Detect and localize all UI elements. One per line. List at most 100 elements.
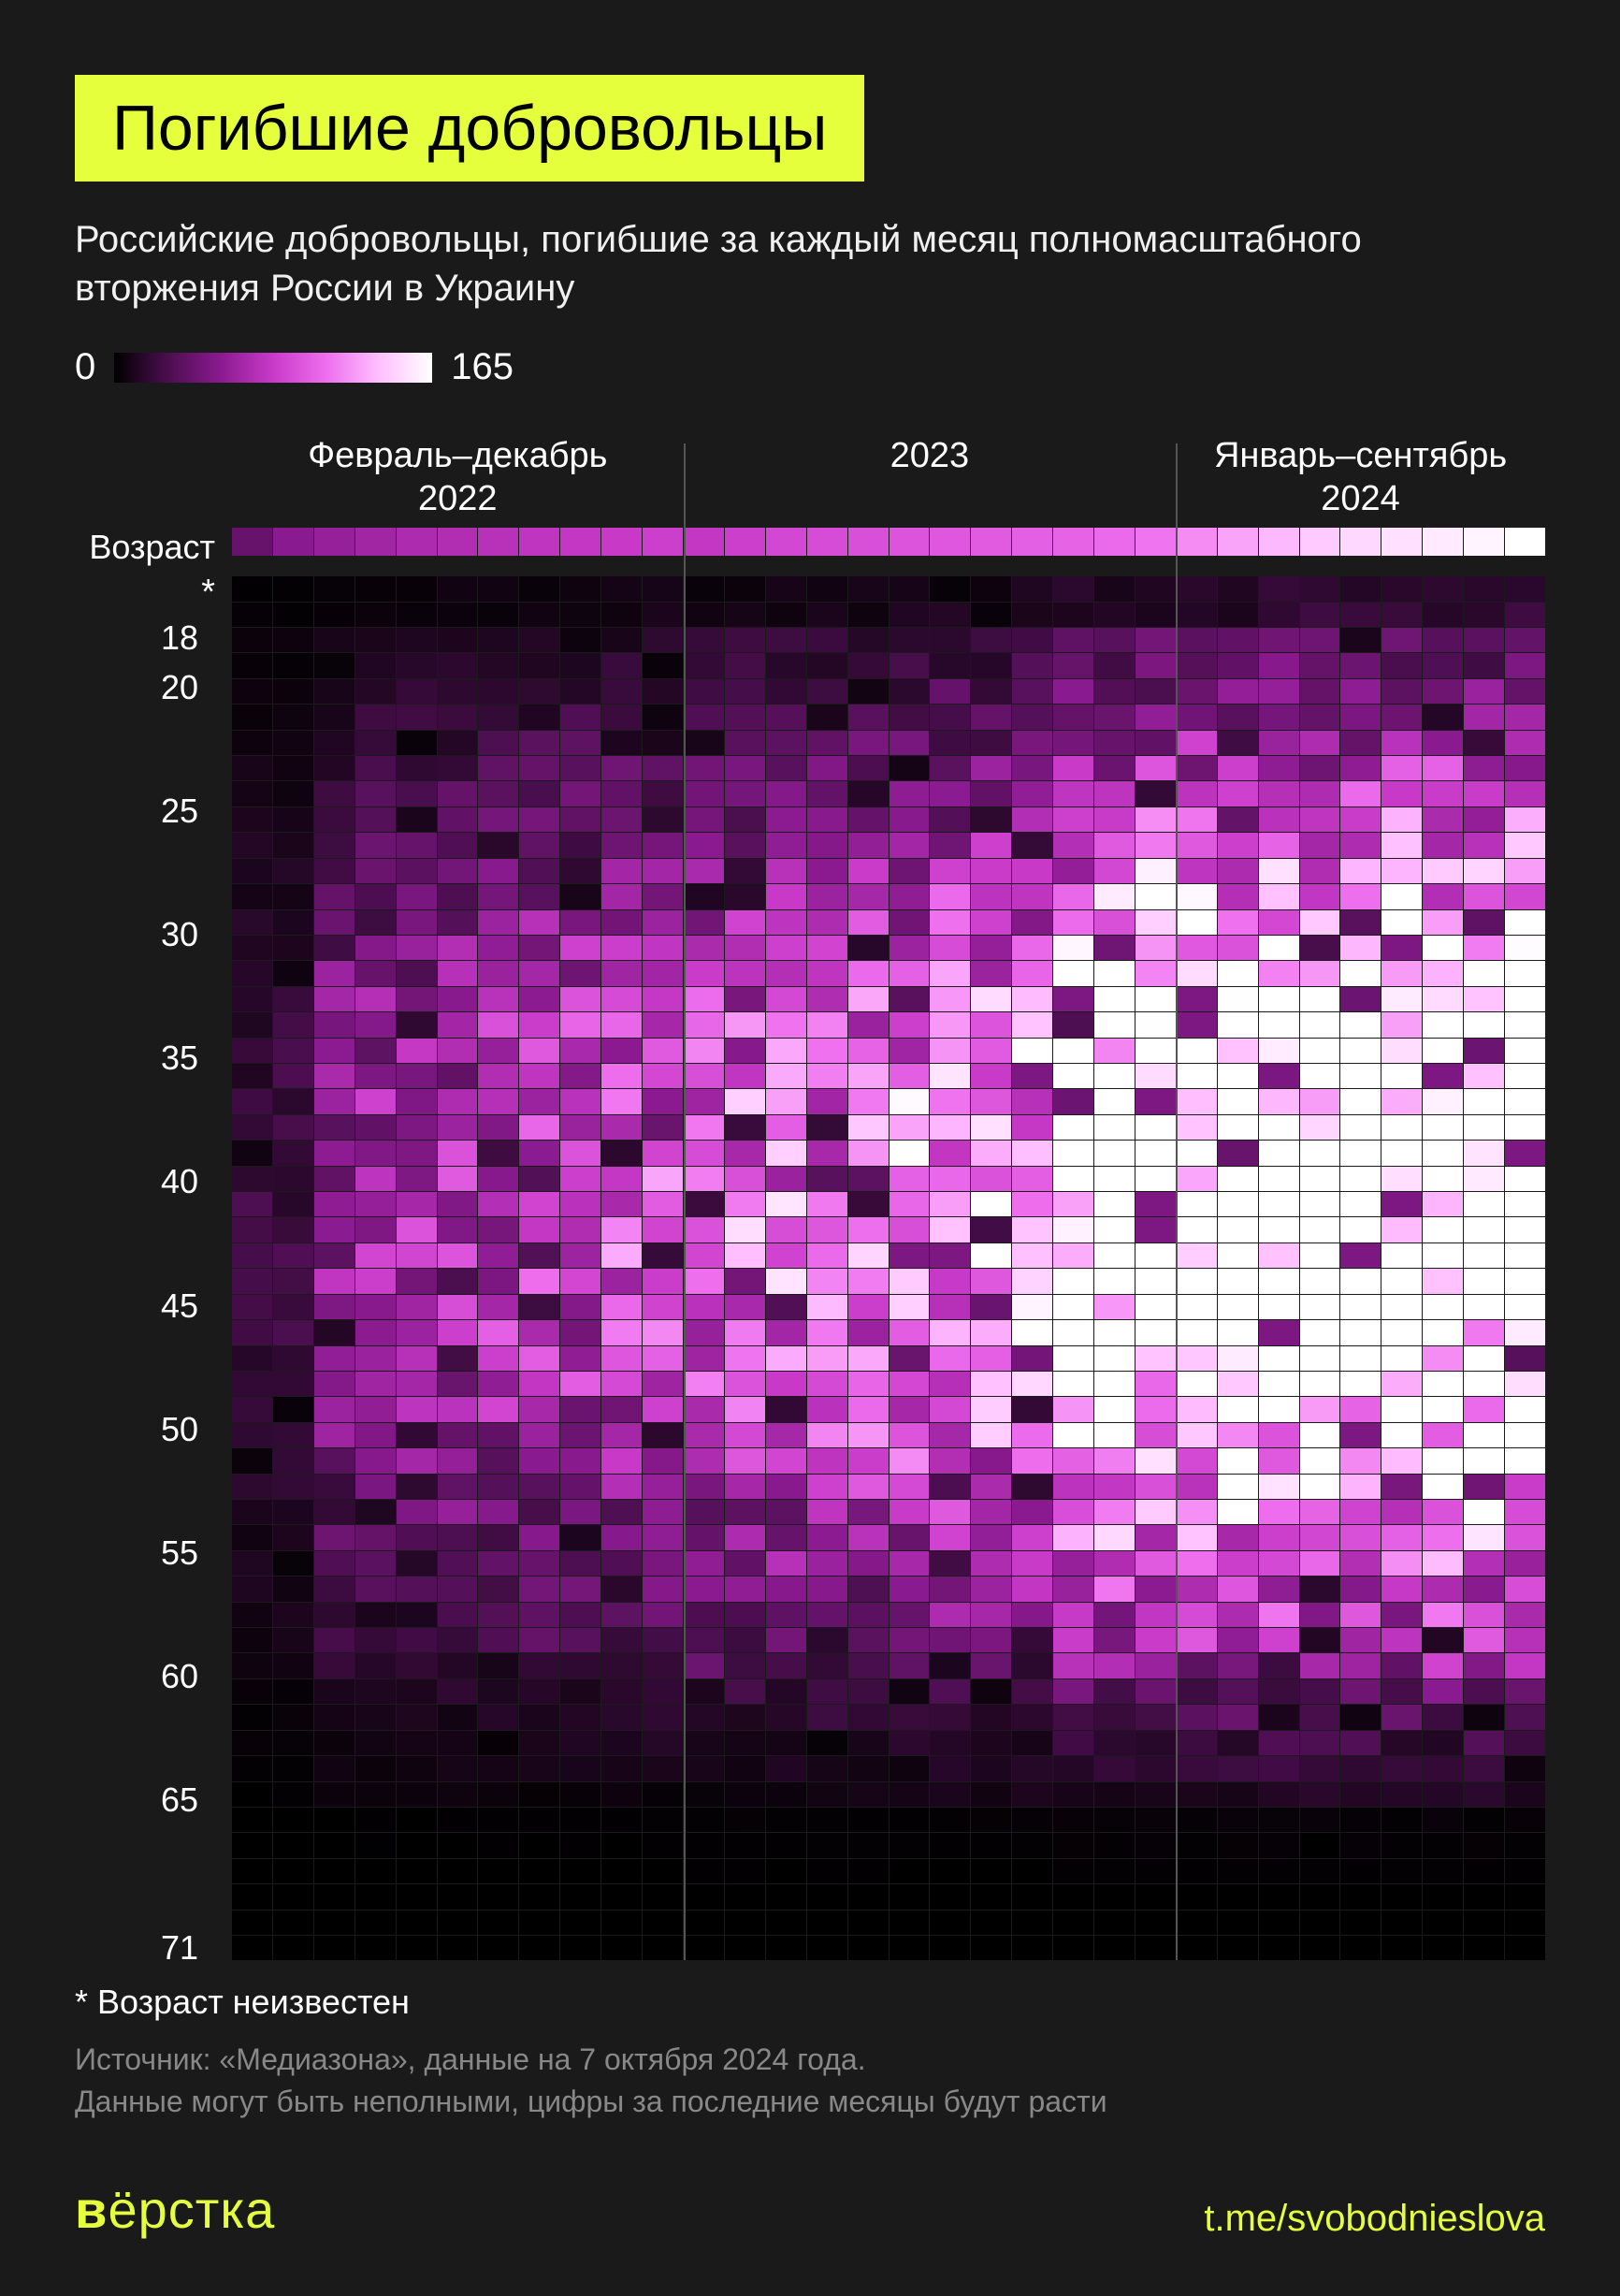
heatmap-cell xyxy=(1053,1756,1093,1780)
heatmap-cell xyxy=(397,1833,437,1857)
heatmap-cell xyxy=(643,961,683,985)
heatmap-cell xyxy=(643,1731,683,1755)
heatmap-cell xyxy=(1012,1397,1052,1421)
heatmap-cell xyxy=(397,807,437,832)
heatmap-cell xyxy=(232,987,272,1011)
heatmap-cell xyxy=(1094,1525,1135,1549)
heatmap-cell xyxy=(971,1756,1011,1780)
heatmap-cell xyxy=(438,1500,478,1524)
heatmap-cell xyxy=(1381,1756,1422,1780)
heatmap-cell xyxy=(1505,1705,1545,1729)
heatmap-cell xyxy=(1464,910,1504,935)
heatmap-cell xyxy=(314,1603,354,1627)
heatmap-cell xyxy=(1218,1577,1258,1601)
heatmap-cell xyxy=(1012,910,1052,935)
heatmap-cell xyxy=(273,1884,313,1909)
heatmap-cell xyxy=(930,1525,970,1549)
heatmap-cell xyxy=(232,1782,272,1807)
heatmap-cell xyxy=(930,1936,970,1960)
heatmap-cell xyxy=(725,1217,765,1242)
y-tick-label: 20 xyxy=(161,668,198,707)
heatmap-cell xyxy=(725,1192,765,1216)
heatmap-cell xyxy=(766,1423,806,1447)
heatmap-cell xyxy=(1464,1269,1504,1293)
heatmap-cell xyxy=(971,936,1011,960)
heatmap-cell xyxy=(397,1500,437,1524)
heatmap-cell xyxy=(560,679,600,704)
heatmap-cell xyxy=(273,1756,313,1780)
heatmap-cell xyxy=(1505,1500,1545,1524)
heatmap-cell xyxy=(848,1167,889,1191)
heatmap-cell xyxy=(1505,1808,1545,1832)
heatmap-cell xyxy=(725,1423,765,1447)
heatmap-cell xyxy=(232,1525,272,1549)
heatmap-cell xyxy=(1340,628,1381,652)
heatmap-cell xyxy=(478,1603,518,1627)
heatmap-cell xyxy=(478,628,518,652)
heatmap-cell xyxy=(1135,1705,1176,1729)
heatmap-cell xyxy=(725,1039,765,1063)
heatmap-cell xyxy=(1381,1525,1422,1549)
heatmap-cell xyxy=(848,1295,889,1319)
heatmap-cell xyxy=(560,1346,600,1371)
heatmap-cell xyxy=(1094,679,1135,704)
heatmap-cell xyxy=(1423,603,1463,627)
heatmap-cell xyxy=(1259,1089,1299,1113)
heatmap-cell xyxy=(560,1679,600,1704)
heatmap-cell xyxy=(1340,528,1381,556)
legend-gradient-bar xyxy=(114,353,432,383)
heatmap-cell xyxy=(1094,1269,1135,1293)
heatmap-cell xyxy=(930,1756,970,1780)
heatmap-cell xyxy=(519,1064,559,1088)
heatmap-cell xyxy=(1464,1731,1504,1755)
heatmap-cell xyxy=(1423,653,1463,677)
heatmap-cell xyxy=(478,1705,518,1729)
heatmap-cell xyxy=(1094,910,1135,935)
heatmap-cell xyxy=(232,781,272,806)
heatmap-cell xyxy=(1012,1012,1052,1037)
heatmap-cell xyxy=(478,1372,518,1396)
heatmap-cell xyxy=(397,628,437,652)
heatmap-cell xyxy=(1300,1372,1340,1396)
heatmap-cell xyxy=(1505,910,1545,935)
y-tick-label: 30 xyxy=(161,915,198,954)
heatmap-cell xyxy=(890,1884,930,1909)
heatmap-cell xyxy=(560,807,600,832)
heatmap-cell xyxy=(1505,807,1545,832)
heatmap-cell xyxy=(807,1039,847,1063)
heatmap-cell xyxy=(1464,1705,1504,1729)
telegram-link[interactable]: t.me/svobodnieslova xyxy=(1204,2198,1545,2240)
heatmap-cell xyxy=(355,705,396,729)
heatmap-cell xyxy=(355,1320,396,1344)
heatmap-cell xyxy=(1340,576,1381,601)
heatmap-cell xyxy=(1381,1500,1422,1524)
heatmap-cell xyxy=(1423,1346,1463,1371)
heatmap-cell xyxy=(766,859,806,883)
heatmap-cell xyxy=(397,705,437,729)
heatmap-cell xyxy=(1053,833,1093,857)
heatmap-cell xyxy=(1012,1500,1052,1524)
heatmap-cell xyxy=(438,1397,478,1421)
heatmap-cell xyxy=(314,576,354,601)
heatmap-cell xyxy=(1177,833,1217,857)
heatmap-cell xyxy=(438,1089,478,1113)
heatmap-cell xyxy=(519,1397,559,1421)
heatmap-cell xyxy=(478,705,518,729)
heatmap-cell xyxy=(1464,1397,1504,1421)
heatmap-cell xyxy=(397,1115,437,1140)
heatmap-cell xyxy=(314,1243,354,1268)
heatmap-cell xyxy=(807,1475,847,1499)
heatmap-cell xyxy=(725,1756,765,1780)
heatmap-cell xyxy=(848,679,889,704)
heatmap-cell xyxy=(766,1397,806,1421)
heatmap-cell xyxy=(314,884,354,908)
legend-min: 0 xyxy=(75,346,95,388)
heatmap-cell xyxy=(397,1397,437,1421)
heatmap-cell xyxy=(1053,731,1093,755)
heatmap-cell xyxy=(766,1756,806,1780)
chart-title: Погибшие добровольцы xyxy=(75,75,864,182)
heatmap-cell xyxy=(438,1475,478,1499)
heatmap-cell xyxy=(766,1500,806,1524)
heatmap-cell xyxy=(1259,1628,1299,1652)
heatmap-cell xyxy=(848,1833,889,1857)
